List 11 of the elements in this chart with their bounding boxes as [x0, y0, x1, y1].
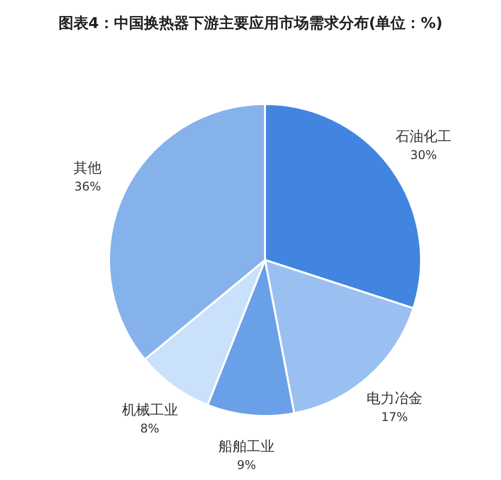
slice-label: 电力冶金: [366, 391, 423, 408]
slice-label: 其他: [74, 160, 102, 177]
data-label: 8%: [140, 422, 160, 436]
chart-title: 图表4：中国换热器下游主要应用市场需求分布(单位：%): [57, 14, 444, 33]
slice-label: 机械工业: [122, 402, 178, 419]
data-label: 36%: [74, 180, 101, 194]
data-label: 30%: [410, 148, 437, 162]
data-label: 9%: [237, 458, 256, 472]
slice-label: 船舶工业: [218, 439, 275, 456]
slice-label: 石油化工: [396, 128, 452, 145]
data-label: 17%: [381, 410, 408, 424]
